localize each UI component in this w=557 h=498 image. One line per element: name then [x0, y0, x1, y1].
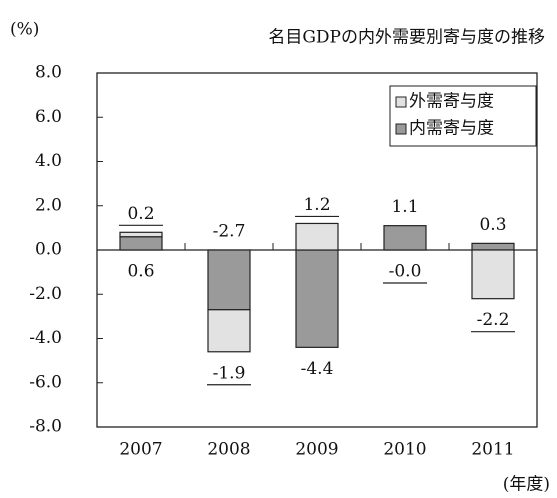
bar-segment: [295, 222, 339, 251]
legend-label: 内需寄与度: [409, 119, 494, 139]
legend-label: 外需寄与度: [409, 92, 494, 112]
bar-segment: [119, 231, 163, 238]
y-tick-label: 8.0: [35, 63, 62, 83]
data-label: 0.6: [127, 262, 154, 282]
y-tick-label: -2.0: [29, 284, 62, 304]
data-label: 0.2: [127, 204, 154, 224]
data-label: -1.9: [213, 363, 246, 383]
data-label: 0.3: [479, 215, 506, 235]
x-tick-label: 2010: [383, 440, 426, 460]
y-axis-label: (%): [10, 20, 39, 40]
y-tick-label: 4.0: [35, 151, 62, 171]
chart-title: 名目GDPの内外需要別寄与度の推移: [268, 28, 545, 48]
bar-segment: [207, 249, 251, 311]
y-tick-label: 0.0: [35, 240, 62, 260]
data-label: -4.4: [301, 359, 334, 379]
x-tick-label: 2008: [207, 440, 250, 460]
x-tick-label: 2009: [295, 440, 338, 460]
legend-swatch: [395, 96, 407, 108]
bar-segment: [295, 249, 339, 348]
bar-segment: [471, 242, 515, 251]
y-tick-label: -8.0: [29, 417, 62, 437]
x-tick-label: 2007: [119, 440, 162, 460]
bar-segment: [119, 236, 163, 251]
bar-segment: [383, 225, 427, 251]
y-tick-label: -6.0: [29, 372, 62, 392]
bar-segment: [471, 249, 515, 300]
y-tick-label: 6.0: [35, 107, 62, 127]
x-tick-label: 2011: [471, 440, 514, 460]
x-axis-label: (年度): [503, 475, 550, 495]
y-tick-label: -4.0: [29, 328, 62, 348]
data-label: 1.1: [391, 197, 418, 217]
bar-segment: [207, 309, 251, 353]
data-label: -0.0: [389, 262, 422, 282]
data-label: -2.2: [477, 310, 510, 330]
data-label: -2.7: [213, 222, 246, 242]
data-label: 1.2: [303, 195, 330, 215]
legend-swatch: [395, 123, 407, 135]
y-tick-label: 2.0: [35, 195, 62, 215]
legend-box: [389, 85, 537, 147]
